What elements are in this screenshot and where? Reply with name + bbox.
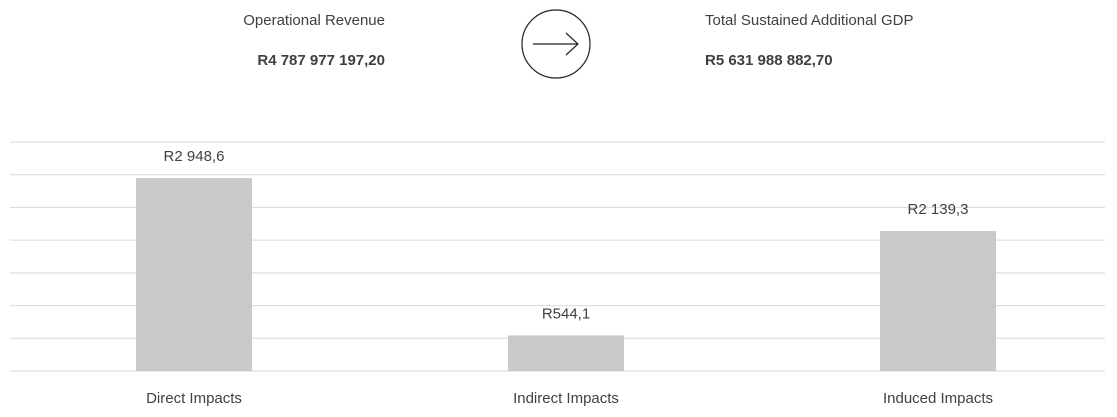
header-left-value: R4 787 977 197,20: [257, 52, 385, 69]
data-label: R2 139,3: [908, 201, 969, 218]
x-tick-label: Indirect Impacts: [513, 390, 619, 407]
x-tick-label: Direct Impacts: [146, 390, 242, 407]
data-label: R544,1: [542, 305, 590, 322]
header-right-label: Total Sustained Additional GDP: [705, 12, 913, 29]
header-right-value: R5 631 988 882,70: [705, 52, 833, 69]
bar: [508, 335, 624, 371]
bar: [880, 231, 996, 371]
x-tick-label: Induced Impacts: [883, 390, 993, 407]
arrow-icon: [521, 9, 591, 79]
header-left-label: Operational Revenue: [243, 12, 385, 29]
bar: [136, 178, 252, 371]
data-label: R2 948,6: [164, 148, 225, 165]
